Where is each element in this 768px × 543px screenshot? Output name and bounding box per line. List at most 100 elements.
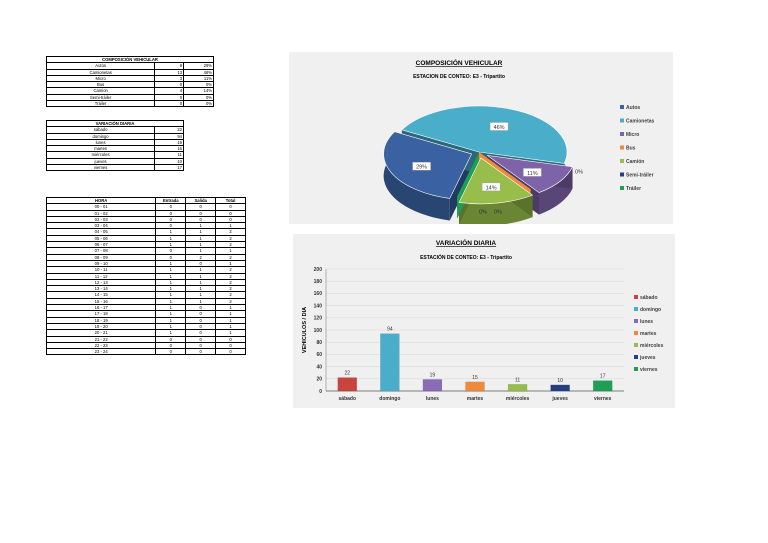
hourly-total: 2	[215, 228, 246, 236]
composition-table: COMPOSICIÓN VEHICULAR Autos 8 29% Camioneta…	[45, 55, 214, 108]
bar-martes	[465, 381, 485, 392]
table-row: 23 - 24 0 0 0	[45, 348, 246, 356]
bar-chart-subtitle: ESTACIÓN DE CONTEO: E3 - Tripartito	[420, 253, 512, 261]
pie-legend-label: Camión	[626, 159, 644, 165]
bar-sábado	[337, 377, 357, 392]
pie-data-label-box	[412, 162, 431, 171]
bar-legend-swatch	[634, 331, 638, 335]
bar-legend-swatch	[634, 343, 638, 347]
table-row: Micro 3 11%	[45, 74, 214, 83]
composition-table-title: COMPOSICIÓN VEHICULAR	[46, 55, 214, 64]
table-row: Autos 8 29%	[45, 62, 214, 70]
hourly-entrada: 1	[155, 322, 187, 331]
table-row: 08 - 09 0 2 2	[45, 253, 246, 261]
bar-legend-swatch	[634, 307, 638, 311]
hourly-total: 0	[215, 348, 246, 356]
hourly-header-hora: HORA	[45, 196, 157, 205]
hourly-salida: 0	[185, 348, 217, 356]
pie-legend-label: Autos	[626, 105, 640, 111]
pie-data-label: 11%	[527, 171, 538, 177]
bar-viernes	[593, 380, 613, 392]
bar-data-label: 10	[557, 378, 563, 384]
hourly-entrada: 1	[155, 285, 187, 293]
composition-pct: 0%	[183, 100, 214, 108]
daily-table: VARIACIÓN DIARIA sábado 22 domingo 94 lunes 1…	[45, 119, 184, 172]
bar-legend-label: domingo	[640, 307, 661, 313]
daily-table-title: VARIACIÓN DIARIA	[46, 119, 184, 128]
pie-data-label: 14%	[486, 185, 497, 191]
bar-legend-swatch	[634, 367, 638, 371]
composition-label: Micro	[45, 74, 156, 83]
pie-legend-swatch	[620, 172, 624, 177]
hourly-entrada: 1	[155, 278, 187, 287]
pie-legend-label: Micro	[626, 132, 639, 138]
bar-y-tick-label: 0	[319, 389, 322, 395]
hourly-total: 1	[215, 329, 246, 337]
hourly-hora: 11 - 12	[45, 272, 157, 280]
bar-data-label: 22	[345, 371, 351, 377]
bar-x-tick-label: miércoles	[506, 396, 530, 402]
pie-data-label: 46%	[494, 125, 505, 131]
pie-chart-title: COMPOSICIÓN VEHICULAR	[416, 58, 503, 67]
table-row: 22 - 23 0 0 0	[45, 341, 246, 350]
table-row: 15 - 16 1 1 2	[45, 297, 246, 306]
hourly-total: 0	[215, 215, 246, 224]
hourly-entrada: 0	[155, 335, 187, 343]
hourly-hora: 15 - 16	[45, 297, 157, 306]
bar-chart-y-axis-label: VEHICULOS / DIA	[302, 307, 308, 353]
hourly-hora: 06 - 07	[45, 241, 157, 249]
bar-data-label: 19	[430, 372, 436, 378]
hourly-entrada: 0	[155, 203, 187, 211]
table-row: 03 - 04 0 1 1	[45, 222, 246, 230]
hourly-entrada: 0	[155, 222, 187, 230]
hourly-entrada: 1	[155, 266, 187, 274]
hourly-hora: 09 - 10	[45, 259, 157, 268]
bar-y-tick-label: 160	[314, 291, 323, 297]
pie-slice-1	[401, 105, 568, 164]
hourly-entrada: 1	[155, 329, 187, 337]
hourly-entrada: 1	[155, 272, 187, 280]
composition-value: 0	[154, 100, 185, 108]
hourly-hora: 05 - 06	[45, 234, 157, 243]
hourly-hora: 20 - 21	[45, 329, 157, 337]
daily-label: martes	[45, 145, 156, 153]
table-row: Tráiler 0 0%	[45, 100, 214, 108]
bar-jueves	[550, 384, 570, 392]
daily-label: miércoles	[45, 151, 156, 159]
table-row: Semi-tráiler 0 0%	[45, 93, 214, 102]
daily-label: viernes	[45, 164, 156, 172]
pie-legend-swatch	[620, 132, 624, 136]
pie-data-label-box	[481, 182, 501, 192]
bar-x-tick-label: jueves	[551, 396, 568, 402]
hourly-entrada: 1	[155, 259, 187, 268]
hourly-total: 2	[215, 297, 246, 306]
hourly-total: 1	[215, 247, 246, 255]
table-row: 06 - 07 1 1 2	[45, 241, 246, 249]
hourly-entrada: 1	[155, 228, 187, 236]
hourly-hora: 17 - 18	[45, 310, 157, 318]
hourly-hora: 13 - 14	[45, 285, 157, 293]
table-row: 00 - 01 0 0 0	[45, 203, 246, 211]
pie-legend-label: Bus	[626, 146, 636, 152]
table-row: 16 - 17 1 0 1	[45, 304, 246, 312]
hourly-table: HORA Entrada Salida Total 00 - 01 0 0 0 01 -…	[45, 196, 246, 356]
composition-pct: 29%	[183, 62, 214, 70]
pie-data-label: 0%	[575, 170, 583, 176]
hourly-hora: 01 - 02	[45, 209, 157, 217]
hourly-entrada: 1	[155, 316, 187, 324]
bar-data-label: 11	[515, 377, 520, 383]
pie-chart-panel: COMPOSICIÓN VEHICULAR ESTACION DE CONTEO…	[289, 52, 673, 226]
hourly-entrada: 0	[155, 209, 187, 217]
pie-legend-label: Camionetas	[626, 119, 655, 125]
composition-label: Semi-tráiler	[45, 93, 156, 102]
composition-label: Camion	[45, 87, 156, 95]
bar-legend-label: lunes	[640, 319, 653, 325]
bar-y-tick-label: 20	[316, 377, 322, 383]
table-row: 21 - 22 0 0 0	[45, 335, 246, 343]
bar-y-tick-label: 200	[314, 267, 323, 273]
pie-data-label-box	[523, 168, 542, 177]
hourly-total: 0	[215, 341, 246, 350]
hourly-entrada: 1	[155, 310, 187, 318]
table-row: 09 - 10 1 0 1	[45, 259, 246, 268]
hourly-entrada: 0	[155, 253, 187, 261]
